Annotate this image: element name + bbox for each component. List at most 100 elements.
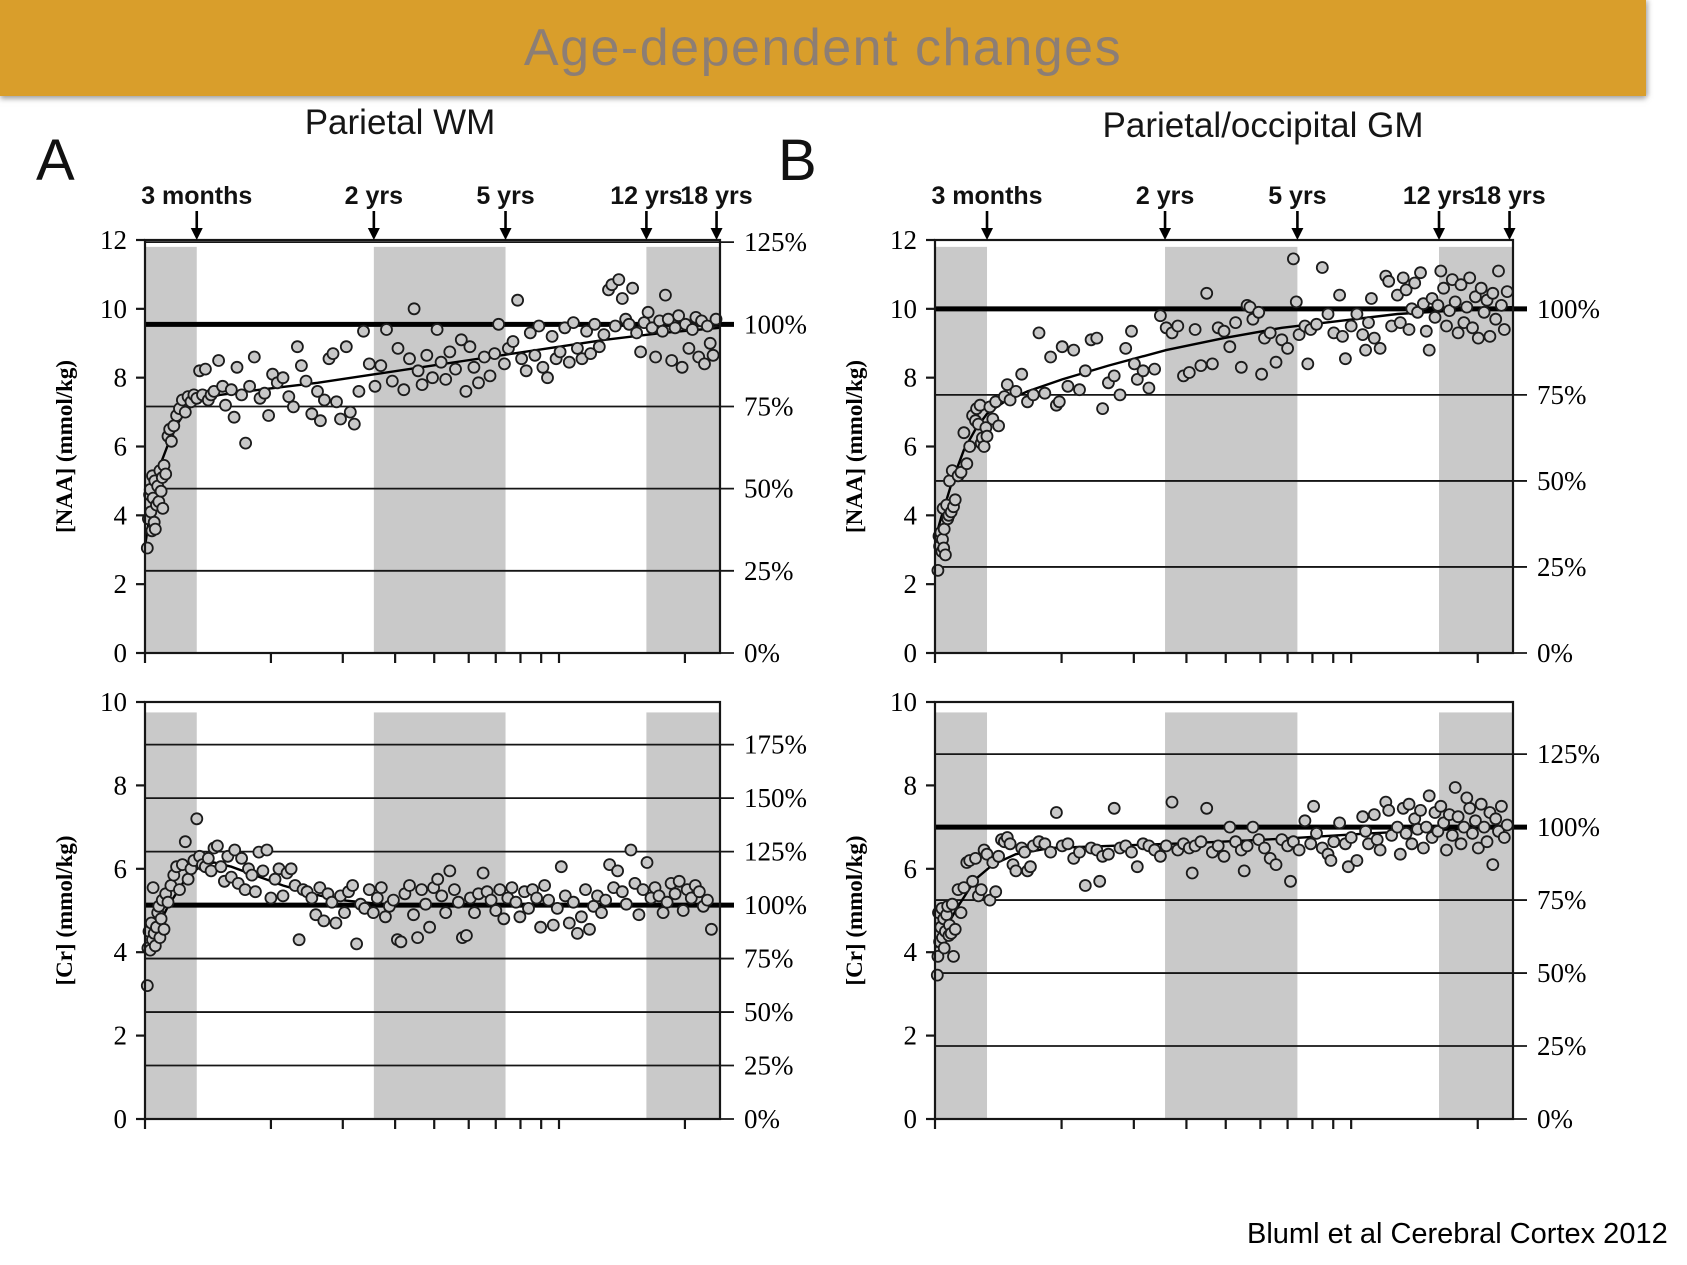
data-point (558, 889, 572, 903)
data-point (1026, 388, 1040, 402)
data-point (260, 843, 274, 857)
data-point (299, 374, 313, 388)
data-point (346, 879, 360, 892)
data-point (212, 354, 226, 367)
data-point (326, 347, 340, 361)
data-point (974, 883, 988, 896)
data-point (1119, 341, 1133, 355)
data-point (397, 383, 411, 397)
data-point (1359, 343, 1372, 357)
y-tick-label: 4 (904, 937, 918, 967)
data-point (1367, 808, 1381, 821)
data-point (1263, 326, 1277, 340)
data-point (1073, 845, 1086, 859)
y-tick-label: 6 (114, 432, 128, 462)
data-point (571, 927, 584, 940)
data-point (161, 895, 175, 909)
data-point (334, 412, 347, 426)
age-marker-label: 12 yrs (610, 182, 682, 210)
data-point (140, 979, 154, 992)
data-point (1234, 360, 1248, 374)
data-point (584, 347, 597, 361)
data-point (1396, 271, 1410, 285)
data-point (439, 906, 453, 919)
panel-a-letter: A (36, 128, 75, 193)
data-point (1003, 837, 1017, 851)
data-point (1310, 317, 1323, 331)
data-point (407, 908, 420, 922)
data-point (198, 362, 212, 376)
data-point (167, 419, 181, 433)
data-point (294, 359, 308, 373)
data-point (1284, 874, 1297, 888)
data-point (1463, 271, 1477, 285)
percent-label: 100% (744, 309, 807, 339)
data-point (1422, 789, 1436, 803)
data-point (1471, 841, 1485, 855)
data-point (1448, 781, 1462, 794)
data-point (1474, 797, 1488, 811)
data-point (554, 860, 568, 874)
y-tick-label: 0 (904, 638, 918, 668)
data-point (626, 281, 639, 295)
data-point (532, 319, 546, 333)
data-point (980, 429, 994, 443)
chart-naa-parietal-occipital-gm: 0 2 4 6 8 10 12 100% 75% 50% 25% 0% [NAA] (mmol/kg) 3… (842, 182, 1600, 668)
data-point (1466, 321, 1479, 335)
data-point (1466, 827, 1479, 840)
data-point (1474, 281, 1488, 295)
y-tick-label: 4 (114, 500, 128, 530)
percent-label: 50% (1537, 466, 1587, 496)
data-point (992, 419, 1005, 433)
data-point (1359, 824, 1372, 838)
data-point (190, 812, 204, 826)
percent-label: 0% (744, 638, 780, 668)
data-point (1217, 849, 1231, 863)
chart-naa-parietal-wm: 0 2 4 6 8 10 12 125% 100% 75% 50% 25% 0% [NAA] (mmol/… (52, 182, 807, 668)
data-point (210, 839, 224, 853)
data-point (553, 345, 567, 359)
data-point (159, 467, 173, 481)
data-point (443, 864, 457, 878)
data-point (977, 440, 991, 453)
data-point (571, 341, 584, 355)
age-marker-label: 12 yrs (1403, 182, 1475, 210)
data-point (1402, 323, 1416, 336)
data-point (1339, 352, 1352, 366)
data-point (415, 378, 429, 392)
data-point (484, 893, 498, 907)
data-point (1431, 298, 1445, 312)
data-point (1240, 839, 1254, 853)
data-point (1333, 816, 1346, 830)
data-point (1440, 843, 1453, 857)
data-point (668, 887, 682, 901)
data-point (632, 908, 646, 922)
data-point (1495, 799, 1508, 813)
data-point (1206, 357, 1219, 371)
data-point (468, 906, 481, 919)
percent-label: 25% (1537, 552, 1587, 582)
data-point (434, 355, 448, 369)
percent-label: 100% (1537, 812, 1600, 842)
data-point (608, 319, 622, 333)
data-point (426, 371, 439, 385)
data-point (1414, 266, 1427, 280)
percent-label: 25% (744, 1051, 794, 1081)
data-point (567, 316, 580, 330)
data-point (352, 384, 366, 398)
data-point (550, 902, 564, 915)
percent-label: 100% (744, 890, 807, 920)
data-point (1107, 801, 1121, 815)
data-point (682, 341, 696, 355)
data-point (472, 376, 485, 390)
age-marker-label: 2 yrs (1136, 182, 1194, 210)
data-point (1125, 845, 1138, 859)
data-point (362, 883, 376, 896)
data-point (1055, 340, 1069, 354)
data-point (930, 968, 944, 982)
data-point (248, 885, 262, 899)
data-point (1052, 395, 1066, 409)
data-point (368, 379, 382, 393)
data-point (1373, 843, 1387, 857)
